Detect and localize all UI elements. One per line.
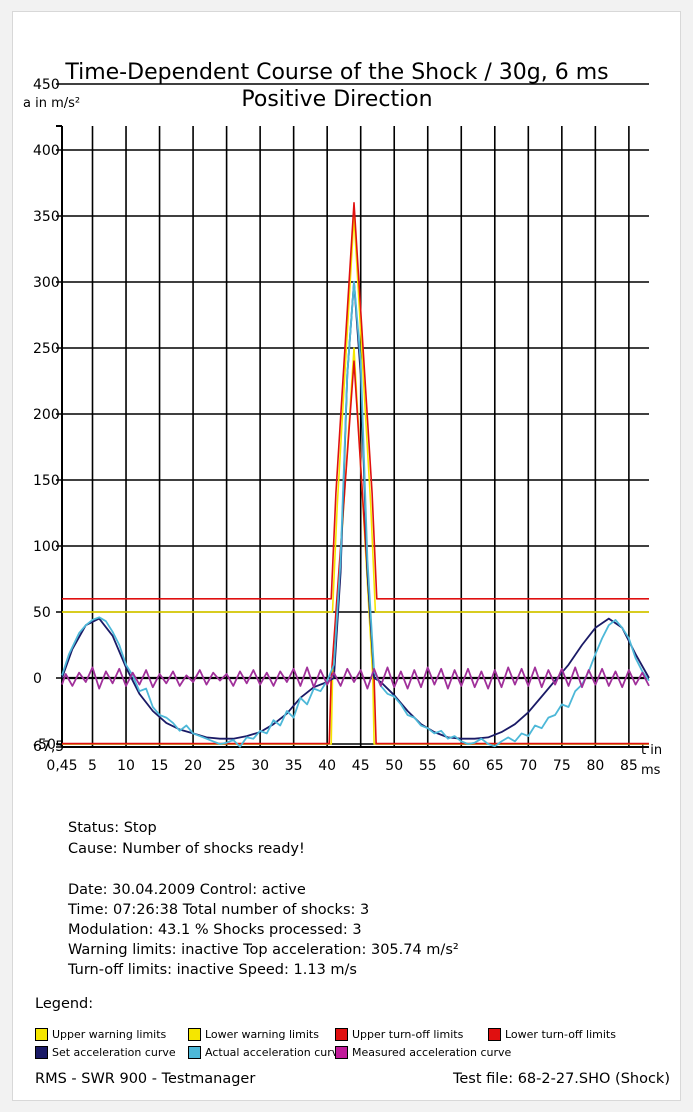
legend-item-set-curve: Set acceleration curve	[35, 1046, 176, 1059]
chart-title-line1: Time-Dependent Course of the Shock / 30g…	[64, 60, 608, 85]
time-text: Time: 07:26:38 Total number of shocks: 3	[68, 902, 370, 918]
cause-text: Cause: Number of shocks ready!	[68, 841, 305, 857]
y-tick-label: 50	[33, 605, 51, 621]
chart-grid	[56, 83, 649, 748]
x-axis-label-line2: ms	[641, 763, 661, 778]
x-tick-label: 85	[620, 758, 638, 774]
x-tick-label: 80	[586, 758, 604, 774]
series-actual-acceleration-curve	[61, 281, 650, 748]
legend-label: Upper turn-off limits	[352, 1028, 464, 1041]
legend-label: Actual acceleration curve	[205, 1046, 346, 1059]
legend-swatch	[488, 1028, 501, 1041]
y-tick-label: 250	[33, 341, 60, 357]
legend-swatch	[335, 1046, 348, 1059]
chart-title-line2: Positive Direction	[241, 87, 432, 112]
legend-label: Upper warning limits	[52, 1028, 167, 1041]
legend-label: Lower turn-off limits	[505, 1028, 616, 1041]
legend-item-upper-warning: Upper warning limits	[35, 1028, 166, 1041]
legend-item-lower-turnoff: Lower turn-off limits	[488, 1028, 616, 1041]
legend-item-lower-warning: Lower warning limits	[188, 1028, 319, 1041]
legend-swatch	[35, 1046, 48, 1059]
legend-swatch	[35, 1028, 48, 1041]
legend-label: Set acceleration curve	[52, 1046, 176, 1059]
turnoff-limits-text: Turn-off limits: inactive Speed: 1.13 m/…	[68, 962, 357, 978]
x-tick-label: 0,45	[46, 758, 77, 774]
series-measured-acceleration-curve	[61, 666, 650, 690]
series-lower-turn-off-limits	[62, 360, 649, 745]
y-axis-label: a in m/s²	[23, 96, 80, 111]
y-tick-label: 350	[33, 209, 60, 225]
legend-item-actual-curve: Actual acceleration curve	[188, 1046, 345, 1059]
x-tick-label: 50	[385, 758, 403, 774]
x-tick-label: 40	[318, 758, 336, 774]
x-tick-label: 70	[519, 758, 537, 774]
x-tick-label: 65	[486, 758, 504, 774]
x-tick-label: 5	[88, 758, 97, 774]
warning-limits-text: Warning limits: inactive Top acceleratio…	[68, 942, 459, 958]
x-tick-label: 35	[285, 758, 303, 774]
legend-item-measured-curve: Measured acceleration curve	[335, 1046, 511, 1059]
y-tick-label: 67,5	[33, 739, 64, 755]
chart-series	[61, 202, 650, 748]
x-tick-label: 55	[419, 758, 437, 774]
legend-swatch	[188, 1028, 201, 1041]
date-text: Date: 30.04.2009 Control: active	[68, 882, 306, 898]
report-page: Time-Dependent Course of the Shock / 30g…	[12, 11, 681, 1101]
y-tick-label: 400	[33, 143, 60, 159]
legend-swatch	[335, 1028, 348, 1041]
y-tick-label: 100	[33, 539, 60, 555]
x-tick-label: 20	[184, 758, 202, 774]
x-tick-label: 60	[452, 758, 470, 774]
y-tick-label: -50	[33, 737, 56, 753]
legend-item-upper-turnoff: Upper turn-off limits	[335, 1028, 463, 1041]
status-text: Status: Stop	[68, 820, 157, 836]
x-tick-label: 30	[251, 758, 269, 774]
x-tick-label: 45	[352, 758, 370, 774]
legend-title: Legend:	[35, 996, 94, 1012]
series-lower-warning-limits	[62, 347, 649, 745]
y-tick-label: 450	[33, 77, 60, 93]
series-upper-warning-limits	[62, 215, 649, 613]
x-tick-label: 15	[151, 758, 169, 774]
x-tick-label: 10	[117, 758, 135, 774]
x-tick-label: 25	[218, 758, 236, 774]
y-tick-label: 150	[33, 473, 60, 489]
legend-label: Lower warning limits	[205, 1028, 319, 1041]
legend-swatch	[188, 1046, 201, 1059]
x-tick-label: 75	[553, 758, 571, 774]
y-tick-label: 300	[33, 275, 60, 291]
footer-test-file: Test file: 68-2-27.SHO (Shock)	[452, 1071, 670, 1087]
y-tick-label: 200	[33, 407, 60, 423]
footer-app-name: RMS - SWR 900 - Testmanager	[35, 1071, 256, 1087]
legend-label: Measured acceleration curve	[352, 1046, 512, 1059]
series-upper-turn-off-limits	[62, 202, 649, 600]
shock-chart: Time-Dependent Course of the Shock / 30g…	[23, 60, 662, 778]
y-tick-label: 0	[33, 671, 42, 687]
x-axis-label-line1: t in	[641, 743, 662, 758]
modulation-text: Modulation: 43.1 % Shocks processed: 3	[68, 922, 362, 938]
